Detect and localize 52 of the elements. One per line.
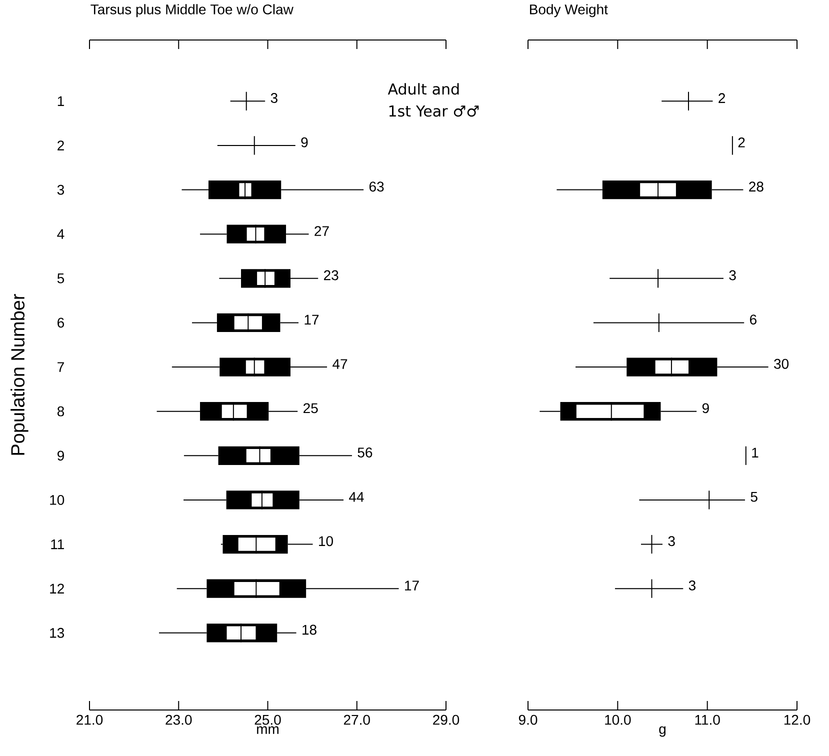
annotation: 18 <box>302 624 316 635</box>
y-tick-label: 1 <box>58 96 64 106</box>
y-tick-label: 4 <box>57 229 64 239</box>
x-tick-label: 12.0 <box>784 714 810 725</box>
annotation: 23 <box>324 270 338 280</box>
x-tick-label: 29.0 <box>433 714 460 725</box>
annotation: 3 <box>688 580 696 590</box>
y-tick-label: 12 <box>50 584 64 594</box>
y-tick-label: 3 <box>57 184 64 195</box>
annotation: 56 <box>358 448 372 458</box>
annotation: 3 <box>270 93 278 103</box>
annotation: 10 <box>319 536 333 546</box>
y-tick-label: 9 <box>58 450 64 461</box>
annotation: 28 <box>749 182 764 192</box>
annotation: 17 <box>405 580 419 590</box>
x-tick-label: 23.0 <box>166 714 192 725</box>
annotation: 3 <box>729 270 736 280</box>
x-tick-label: 10.0 <box>605 714 631 725</box>
annotation: Adult and 1st Year ♂♂ <box>388 83 479 117</box>
annotation: 47 <box>332 359 348 369</box>
y-tick-label: 2 <box>58 140 64 150</box>
annotation: 6 <box>750 314 756 325</box>
annotation: 44 <box>349 492 364 502</box>
x-tick-label: 9.0 <box>518 714 538 725</box>
annotation: 3 <box>668 536 675 546</box>
y-tick-label: 11 <box>51 539 64 550</box>
y-axis-title: Population Number <box>10 294 28 455</box>
x-tick-label: 27.0 <box>344 714 370 725</box>
annotation: 30 <box>774 358 789 369</box>
y-tick-label: 8 <box>57 406 64 416</box>
annotation: 9 <box>301 137 308 148</box>
annotation: 5 <box>750 492 758 502</box>
chart-title: Tarsus plus Middle Toe w/o Claw <box>90 4 294 18</box>
x-axis-title: mm <box>257 726 278 734</box>
y-tick-label: 5 <box>57 274 64 284</box>
annotation: 9 <box>702 403 709 414</box>
annotation: 27 <box>314 226 329 236</box>
x-axis-title: g <box>659 726 666 737</box>
annotation: 17 <box>304 314 319 325</box>
y-tick-label: 10 <box>50 495 64 505</box>
chart-title: Body Weight <box>530 4 608 18</box>
annotation: 2 <box>718 93 726 103</box>
x-tick-label: 21.0 <box>76 714 103 725</box>
annotation: 63 <box>369 182 384 192</box>
annotation: 25 <box>304 403 318 414</box>
annotation: 2 <box>738 137 745 148</box>
y-tick-label: 6 <box>58 318 64 328</box>
y-tick-label: 7 <box>58 362 64 372</box>
y-tick-label: 13 <box>50 628 64 638</box>
x-tick-label: 25.0 <box>254 714 281 725</box>
x-tick-label: 11.0 <box>695 714 720 725</box>
annotation: 1 <box>752 448 758 458</box>
